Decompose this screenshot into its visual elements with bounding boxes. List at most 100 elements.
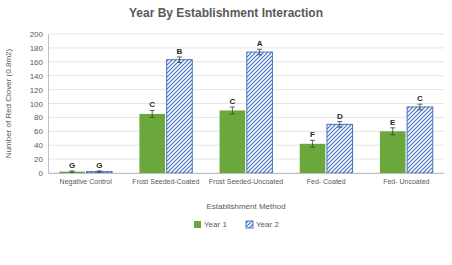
bar: [247, 52, 273, 173]
error-bar: [337, 122, 342, 128]
error-cap: [230, 113, 235, 114]
x-tick-label: Fed- Uncoated: [383, 178, 429, 185]
error-stem: [312, 140, 313, 147]
error-bar: [150, 110, 155, 117]
x-tick-label: Fed- Coated: [307, 178, 346, 185]
legend-item: Year 1: [194, 220, 227, 229]
y-tick: 100: [30, 100, 48, 109]
error-cap: [337, 127, 342, 128]
error-stem: [179, 57, 180, 63]
significance-letter: D: [337, 112, 343, 121]
error-bar: [97, 171, 102, 172]
significance-letter: A: [257, 39, 263, 48]
bar: [167, 60, 193, 173]
y-tick-label: 200: [30, 30, 44, 39]
y-tick: 120: [30, 86, 48, 95]
bar: [407, 107, 433, 173]
y-tick: 200: [30, 30, 48, 39]
bar: [300, 144, 326, 173]
significance-letter: C: [417, 94, 423, 103]
x-tick: Negative Control: [60, 173, 113, 186]
error-stem: [419, 104, 420, 110]
grid-line: [48, 47, 444, 48]
y-axis-line: [48, 35, 49, 174]
legend-swatch: [246, 221, 253, 228]
x-tick: Fed- Uncoated: [383, 173, 429, 185]
significance-letter: C: [229, 97, 235, 106]
y-tick: 0: [39, 169, 48, 178]
y-tick-label: 60: [34, 127, 43, 136]
x-tick: Frost Seeded-Uncoated: [209, 173, 283, 185]
x-axis-title: Establishment Method: [206, 202, 285, 211]
x-tick-label: Negative Control: [60, 178, 113, 186]
error-bar: [230, 107, 235, 114]
plot-area: [59, 49, 432, 173]
grid-line: [48, 75, 444, 76]
error-cap: [150, 110, 155, 111]
grid: [48, 34, 444, 173]
error-cap: [390, 134, 395, 135]
grid-line: [48, 34, 444, 35]
grid-line: [48, 103, 444, 104]
error-cap: [337, 121, 342, 122]
error-stem: [392, 128, 393, 135]
error-bar: [177, 57, 182, 63]
legend: Year 1 Year 2: [194, 220, 279, 229]
legend-swatch: [194, 221, 201, 228]
y-tick: 80: [34, 113, 48, 122]
bar: [380, 131, 406, 173]
x-tick-label: Frost Seeded-Uncoated: [209, 178, 283, 185]
annotations: GCCFEGBADC: [69, 39, 423, 170]
y-tick-label: 80: [34, 113, 43, 122]
y-tick: 160: [30, 58, 48, 67]
error-cap: [70, 172, 75, 173]
series: [59, 107, 405, 173]
y-axis: 0 20 40 60 80 100 120 140 160 180 200: [30, 30, 49, 178]
y-tick-label: 140: [30, 72, 44, 81]
error-cap: [70, 170, 75, 171]
error-cap: [257, 54, 262, 55]
y-tick: 20: [34, 155, 48, 164]
error-cap: [230, 106, 235, 107]
error-cap: [97, 172, 102, 173]
y-tick: 60: [34, 127, 48, 136]
series: [86, 49, 432, 173]
error-cap: [417, 109, 422, 110]
error-stem: [232, 107, 233, 114]
error-cap: [310, 140, 315, 141]
y-tick-label: 180: [30, 44, 44, 53]
significance-letter: B: [177, 47, 183, 56]
significance-letter: G: [96, 161, 102, 170]
significance-letter: C: [149, 100, 155, 109]
error-cap: [417, 104, 422, 105]
bar: [327, 124, 353, 173]
error-cap: [97, 170, 102, 171]
bar: [86, 172, 112, 173]
error-cap: [390, 127, 395, 128]
y-tick-label: 120: [30, 86, 44, 95]
x-tick: Fed- Coated: [307, 173, 346, 185]
y-tick-label: 20: [34, 155, 43, 164]
error-cap: [177, 56, 182, 57]
legend-label: Year 1: [204, 220, 227, 229]
error-stem: [259, 49, 260, 55]
error-cap: [310, 147, 315, 148]
error-cap: [150, 117, 155, 118]
error-cap: [177, 62, 182, 63]
y-tick: 140: [30, 72, 48, 81]
y-axis-title: Number of Red Clover (0.8m2): [4, 48, 13, 158]
y-tick-label: 40: [34, 141, 43, 150]
y-tick-label: 0: [39, 169, 44, 178]
bar: [220, 110, 246, 173]
grid-line: [48, 117, 444, 118]
y-tick: 180: [30, 44, 48, 53]
error-bar: [310, 140, 315, 147]
significance-letter: G: [69, 161, 75, 170]
legend-item: Year 2: [246, 220, 279, 229]
y-tick: 40: [34, 141, 48, 150]
x-tick: Frost Seeded-Coated: [132, 173, 199, 185]
significance-letter: E: [390, 118, 396, 127]
y-tick-label: 160: [30, 58, 44, 67]
y-tick-label: 100: [30, 100, 44, 109]
error-bar: [390, 128, 395, 135]
